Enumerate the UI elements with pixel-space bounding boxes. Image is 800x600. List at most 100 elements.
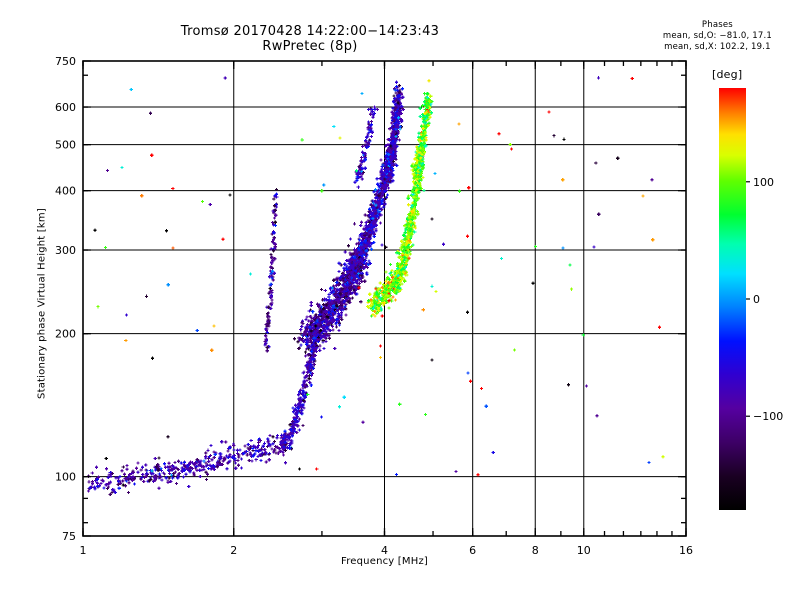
data-point xyxy=(306,370,310,374)
data-point xyxy=(129,88,133,92)
data-point xyxy=(429,94,433,98)
data-point xyxy=(308,365,312,369)
data-point xyxy=(277,447,281,451)
data-point xyxy=(180,466,184,470)
data-point xyxy=(225,467,229,471)
data-point xyxy=(95,477,100,481)
data-point xyxy=(332,124,336,128)
data-point xyxy=(164,476,168,480)
data-point xyxy=(234,466,238,470)
data-point xyxy=(342,395,346,399)
data-point xyxy=(352,222,357,226)
data-point xyxy=(106,481,111,485)
data-point xyxy=(441,242,446,246)
data-point xyxy=(212,324,216,328)
data-point xyxy=(237,453,241,457)
data-point xyxy=(157,456,161,460)
data-point xyxy=(303,393,308,397)
data-point xyxy=(423,412,428,417)
data-point xyxy=(292,408,297,412)
data-point xyxy=(346,244,351,248)
data-point xyxy=(310,360,314,364)
data-point xyxy=(283,461,288,465)
data-point xyxy=(167,476,171,480)
data-point xyxy=(380,314,384,318)
data-point xyxy=(209,443,213,447)
data-point xyxy=(176,473,180,477)
data-point xyxy=(256,440,261,445)
data-point xyxy=(213,452,217,457)
data-point xyxy=(271,442,275,446)
data-point xyxy=(324,339,328,344)
data-point xyxy=(255,445,259,449)
data-point xyxy=(286,438,290,442)
data-point xyxy=(96,484,100,488)
data-point xyxy=(221,459,225,463)
data-point xyxy=(128,472,132,476)
data-point xyxy=(264,334,268,338)
data-point xyxy=(273,220,277,224)
data-point xyxy=(221,237,225,241)
data-point xyxy=(187,462,192,466)
data-point xyxy=(387,306,391,310)
data-point xyxy=(296,402,301,406)
data-point xyxy=(334,325,339,329)
data-point xyxy=(283,429,287,433)
plot-subtitle: RwPretec (8p) xyxy=(262,39,358,54)
data-point xyxy=(118,474,122,479)
data-point xyxy=(254,449,258,453)
data-point xyxy=(467,186,471,190)
data-point xyxy=(144,463,148,467)
data-point xyxy=(287,443,292,448)
data-point xyxy=(228,459,232,463)
data-point xyxy=(106,475,110,479)
data-point xyxy=(366,120,370,124)
data-point xyxy=(130,478,135,483)
data-point xyxy=(319,287,324,292)
data-point xyxy=(260,451,265,455)
data-point xyxy=(512,348,517,352)
data-point xyxy=(166,283,170,287)
data-point xyxy=(307,353,311,357)
data-point xyxy=(100,478,104,482)
data-point xyxy=(657,325,662,329)
data-point xyxy=(468,379,473,383)
data-point xyxy=(400,239,404,243)
data-point xyxy=(280,449,284,454)
data-point xyxy=(210,348,214,352)
data-point xyxy=(140,465,145,469)
data-point xyxy=(595,414,599,418)
data-point xyxy=(110,472,114,476)
data-point xyxy=(233,457,237,461)
data-point xyxy=(226,449,230,453)
data-point xyxy=(302,380,306,384)
data-point xyxy=(406,194,411,198)
data-point xyxy=(327,336,332,340)
data-point xyxy=(102,486,106,490)
data-point xyxy=(187,466,191,470)
data-point xyxy=(309,353,313,358)
data-point xyxy=(323,288,327,293)
data-point xyxy=(282,433,286,437)
data-point xyxy=(378,355,382,360)
data-point xyxy=(125,463,129,468)
data-point xyxy=(294,410,299,414)
data-point xyxy=(144,294,149,298)
data-point xyxy=(281,435,285,439)
data-point xyxy=(93,228,97,232)
data-point xyxy=(120,165,124,170)
data-point xyxy=(344,313,348,317)
data-point xyxy=(116,479,121,484)
data-point xyxy=(104,483,108,487)
data-point xyxy=(359,300,363,304)
data-point xyxy=(130,476,134,480)
data-point xyxy=(339,263,343,267)
data-point xyxy=(434,289,438,294)
data-point xyxy=(306,362,310,366)
data-point xyxy=(185,467,189,471)
data-point xyxy=(249,453,253,457)
plot-title: Tromsø 20170428 14:22:00−14:23:43 xyxy=(180,24,440,39)
data-point xyxy=(299,328,303,332)
data-point xyxy=(228,193,232,197)
